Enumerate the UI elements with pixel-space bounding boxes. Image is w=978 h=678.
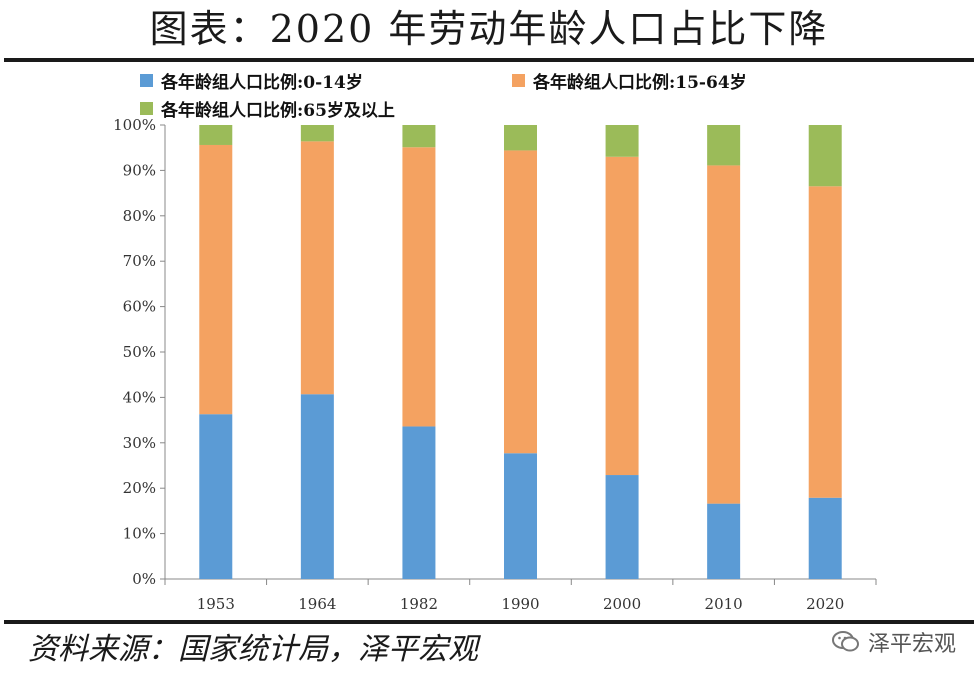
x-tick-label: 1964 xyxy=(298,595,336,613)
bar-segment-0-14 xyxy=(707,503,741,579)
y-tick-label: 50% xyxy=(123,343,156,361)
x-tick-label: 2010 xyxy=(705,595,743,613)
bar-segment-15-64 xyxy=(300,141,334,395)
bar-segment-0-14 xyxy=(504,453,537,579)
y-tick-label: 90% xyxy=(123,161,156,179)
x-tick-label: 1953 xyxy=(197,595,235,613)
bar-segment-65plus xyxy=(199,125,233,145)
legend-label-0-14: 各年龄组人口比例:0-14岁 xyxy=(161,73,363,93)
y-tick-label: 100% xyxy=(113,116,156,134)
y-tick-label: 20% xyxy=(123,479,156,497)
bar-segment-65plus xyxy=(707,125,741,166)
watermark-text: 泽平宏观 xyxy=(867,632,956,657)
legend-item-15-64: 各年龄组人口比例:15-64岁 xyxy=(512,68,747,93)
page-title: 图表：2020 年劳动年龄人口占比下降 xyxy=(149,7,829,51)
bar-segment-15-64 xyxy=(402,147,436,427)
x-tick-label: 2000 xyxy=(603,595,641,613)
chart-legend: 各年龄组人口比例:0-14岁 各年龄组人口比例:15-64岁 各年龄组人口比例:… xyxy=(140,66,960,122)
bar-segment-0-14 xyxy=(300,394,334,579)
wechat-icon xyxy=(831,630,860,654)
y-tick-label: 80% xyxy=(123,207,156,225)
legend-item-65plus: 各年龄组人口比例:65岁及以上 xyxy=(140,96,395,121)
y-tick-label: 70% xyxy=(123,252,156,270)
y-tick-label: 10% xyxy=(123,525,156,543)
bar-segment-15-64 xyxy=(605,156,639,476)
legend-label-15-64: 各年龄组人口比例:15-64岁 xyxy=(533,73,747,93)
bar-segment-65plus xyxy=(504,125,537,151)
source-note: 资料来源：国家统计局，泽平宏观 xyxy=(28,632,478,667)
watermark: 泽平宏观 xyxy=(831,622,956,662)
bar-segment-15-64 xyxy=(504,150,537,454)
y-tick-label: 60% xyxy=(123,298,156,316)
bar-segment-0-14 xyxy=(808,497,842,579)
bar-segment-0-14 xyxy=(402,426,436,579)
bar-segment-0-14 xyxy=(605,475,639,579)
bar-segment-65plus xyxy=(402,125,436,148)
x-tick-label: 2020 xyxy=(806,595,844,613)
x-tick-label: 1982 xyxy=(400,595,438,613)
bar-segment-65plus xyxy=(300,125,334,142)
bar-segment-15-64 xyxy=(808,186,842,498)
legend-swatch-65plus xyxy=(140,102,153,115)
legend-swatch-0-14 xyxy=(140,74,153,87)
legend-label-65plus: 各年龄组人口比例:65岁及以上 xyxy=(161,101,395,121)
bar-segment-15-64 xyxy=(199,144,233,415)
bar-segment-15-64 xyxy=(707,165,741,504)
y-tick-label: 30% xyxy=(123,434,156,452)
bar-segment-65plus xyxy=(605,125,639,157)
title-rule xyxy=(4,58,974,62)
y-tick-label: 0% xyxy=(132,570,156,588)
y-tick-label: 40% xyxy=(123,388,156,406)
bar-segment-0-14 xyxy=(199,414,233,579)
legend-swatch-15-64 xyxy=(512,74,525,87)
legend-item-0-14: 各年龄组人口比例:0-14岁 xyxy=(140,68,363,93)
footer-rule xyxy=(4,620,974,624)
x-tick-label: 1990 xyxy=(501,595,539,613)
bar-segment-65plus xyxy=(808,125,842,187)
